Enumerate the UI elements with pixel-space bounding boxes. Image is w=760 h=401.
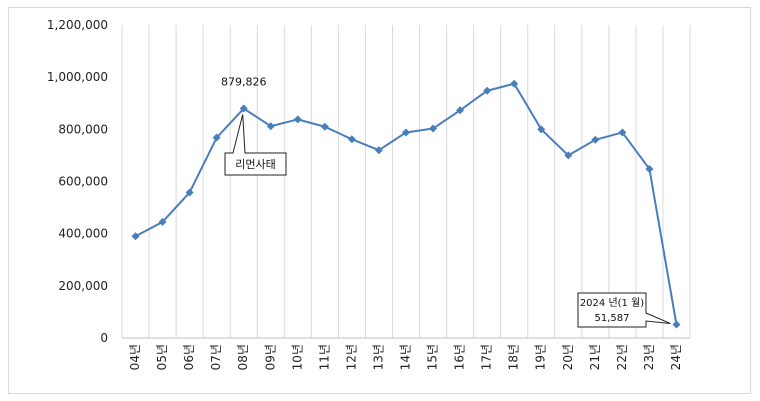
x-tick-label: 23년 [642,344,656,370]
last-value-callout-box [577,292,671,328]
x-tick-label: 17년 [480,344,494,370]
data-point [347,135,356,144]
data-point [131,232,140,241]
x-tick-label: 20년 [561,344,575,370]
data-point [537,125,546,134]
data-point [645,164,654,173]
x-tick-label: 15년 [426,344,440,370]
data-point [185,188,194,197]
data-point [212,133,221,142]
x-tick-label: 09년 [263,344,277,370]
data-point [672,320,681,329]
y-tick-label: 400,000 [58,227,108,241]
grid-lines [121,25,691,338]
data-point [564,151,573,160]
event-callout-box [224,114,287,176]
data-point [483,86,492,95]
x-tick-label: 11년 [317,344,331,370]
x-tick-label: 21년 [588,344,602,370]
y-axis-ticks: 1,200,000 1,000,000 800,000 600,000 400,000 2… [47,18,108,345]
x-tick-label: 07년 [209,344,223,370]
data-point [456,106,465,115]
event-callout-label: 리먼사태 [235,158,275,171]
x-tick-label: 12년 [344,344,358,370]
x-tick-label: 04년 [128,344,142,370]
data-point [158,217,167,226]
data-point [320,122,329,131]
x-tick-label: 22년 [615,344,629,370]
peak-value-label: 879,826 [221,76,267,89]
y-tick-label: 800,000 [58,122,108,136]
data-point [510,79,519,88]
data-point [239,104,248,113]
x-tick-label: 14년 [399,344,413,370]
x-tick-label: 24년 [669,344,683,370]
data-point [618,128,627,137]
x-tick-label: 05년 [155,344,169,370]
x-tick-label: 06년 [182,344,196,370]
x-tick-label: 10년 [290,344,304,370]
x-tick-label: 16년 [453,344,467,370]
series-points [131,79,681,329]
x-tick-label: 13년 [371,344,385,370]
last-value-callout-line2: 51,587 [595,313,630,324]
last-value-callout: 2024 년(1 월) 51,587 [577,292,671,328]
series-line [135,82,678,325]
chart-frame [8,7,751,394]
y-tick-label: 600,000 [58,175,108,189]
data-point [429,124,438,133]
event-callout: 리먼사태 [224,114,287,176]
x-tick-label: 18년 [507,344,521,370]
data-point [374,146,383,155]
y-tick-label: 0 [100,331,108,345]
y-tick-label: 200,000 [58,279,108,293]
x-tick-label: 19년 [534,344,548,370]
data-point [266,122,275,131]
y-tick-label: 1,200,000 [47,18,108,32]
y-tick-label: 1,000,000 [47,70,108,84]
data-point [402,128,410,137]
data-point [293,115,302,124]
x-axis-ticks: 04년 05년 06년 07년 08년 09년 10년 11년 12년 13년 14년 15년 16년 1… [128,344,683,370]
last-value-callout-line1: 2024 년(1 월) [580,297,644,309]
data-point [591,135,600,144]
x-tick-label: 08년 [236,344,250,370]
